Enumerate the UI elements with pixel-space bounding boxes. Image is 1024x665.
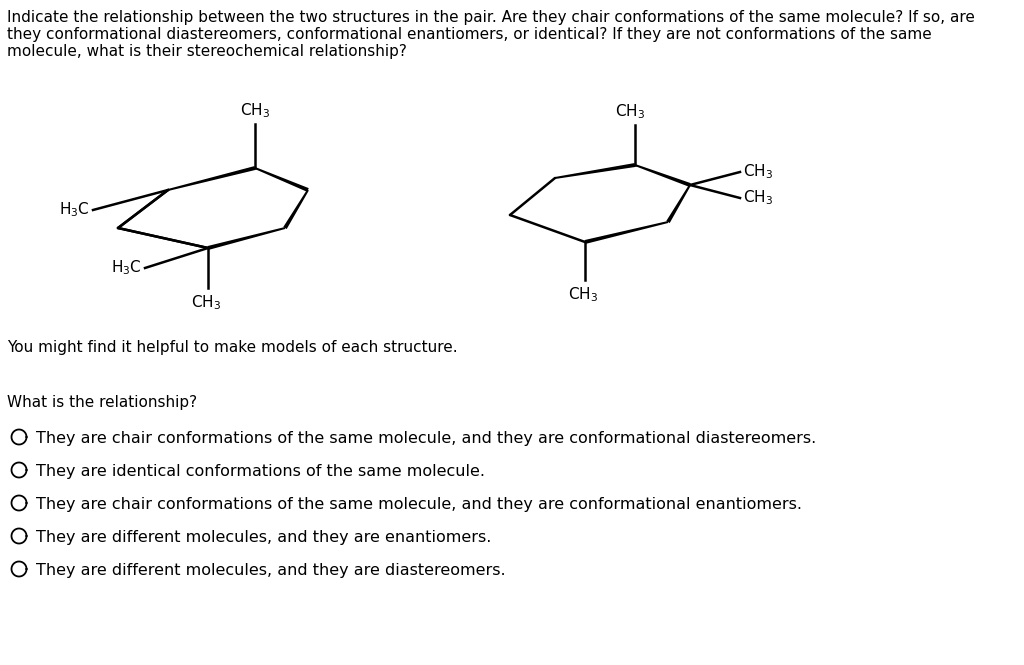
Text: They are identical conformations of the same molecule.: They are identical conformations of the …	[37, 464, 485, 479]
Text: You might find it helpful to make models of each structure.: You might find it helpful to make models…	[7, 340, 458, 355]
Text: They are chair conformations of the same molecule, and they are conformational d: They are chair conformations of the same…	[37, 431, 817, 446]
Text: $\mathregular{CH_3}$: $\mathregular{CH_3}$	[568, 285, 598, 304]
Polygon shape	[168, 166, 256, 191]
Polygon shape	[284, 190, 309, 229]
Polygon shape	[255, 167, 309, 192]
Text: $\mathregular{H_3C}$: $\mathregular{H_3C}$	[59, 201, 90, 219]
Polygon shape	[555, 163, 635, 179]
Text: They are chair conformations of the same molecule, and they are conformational e: They are chair conformations of the same…	[37, 497, 803, 512]
Text: $\mathregular{CH_3}$: $\mathregular{CH_3}$	[240, 101, 270, 120]
Polygon shape	[635, 164, 690, 187]
Text: $\mathregular{CH_3}$: $\mathregular{CH_3}$	[615, 102, 645, 121]
Text: Indicate the relationship between the two structures in the pair. Are they chair: Indicate the relationship between the tw…	[7, 10, 975, 25]
Text: $\mathregular{CH_3}$: $\mathregular{CH_3}$	[190, 293, 221, 312]
Text: molecule, what is their stereochemical relationship?: molecule, what is their stereochemical r…	[7, 44, 407, 59]
Polygon shape	[208, 227, 286, 250]
Text: $\mathregular{CH_3}$: $\mathregular{CH_3}$	[743, 189, 773, 207]
Polygon shape	[667, 184, 691, 223]
Text: They are different molecules, and they are enantiomers.: They are different molecules, and they a…	[37, 530, 492, 545]
Text: $\mathregular{CH_3}$: $\mathregular{CH_3}$	[743, 163, 773, 182]
Text: they conformational diastereomers, conformational enantiomers, or identical? If : they conformational diastereomers, confo…	[7, 27, 932, 42]
Polygon shape	[585, 221, 669, 244]
Text: $\mathregular{H_3C}$: $\mathregular{H_3C}$	[112, 259, 142, 277]
Text: What is the relationship?: What is the relationship?	[7, 395, 198, 410]
Text: They are different molecules, and they are diastereomers.: They are different molecules, and they a…	[37, 563, 506, 578]
